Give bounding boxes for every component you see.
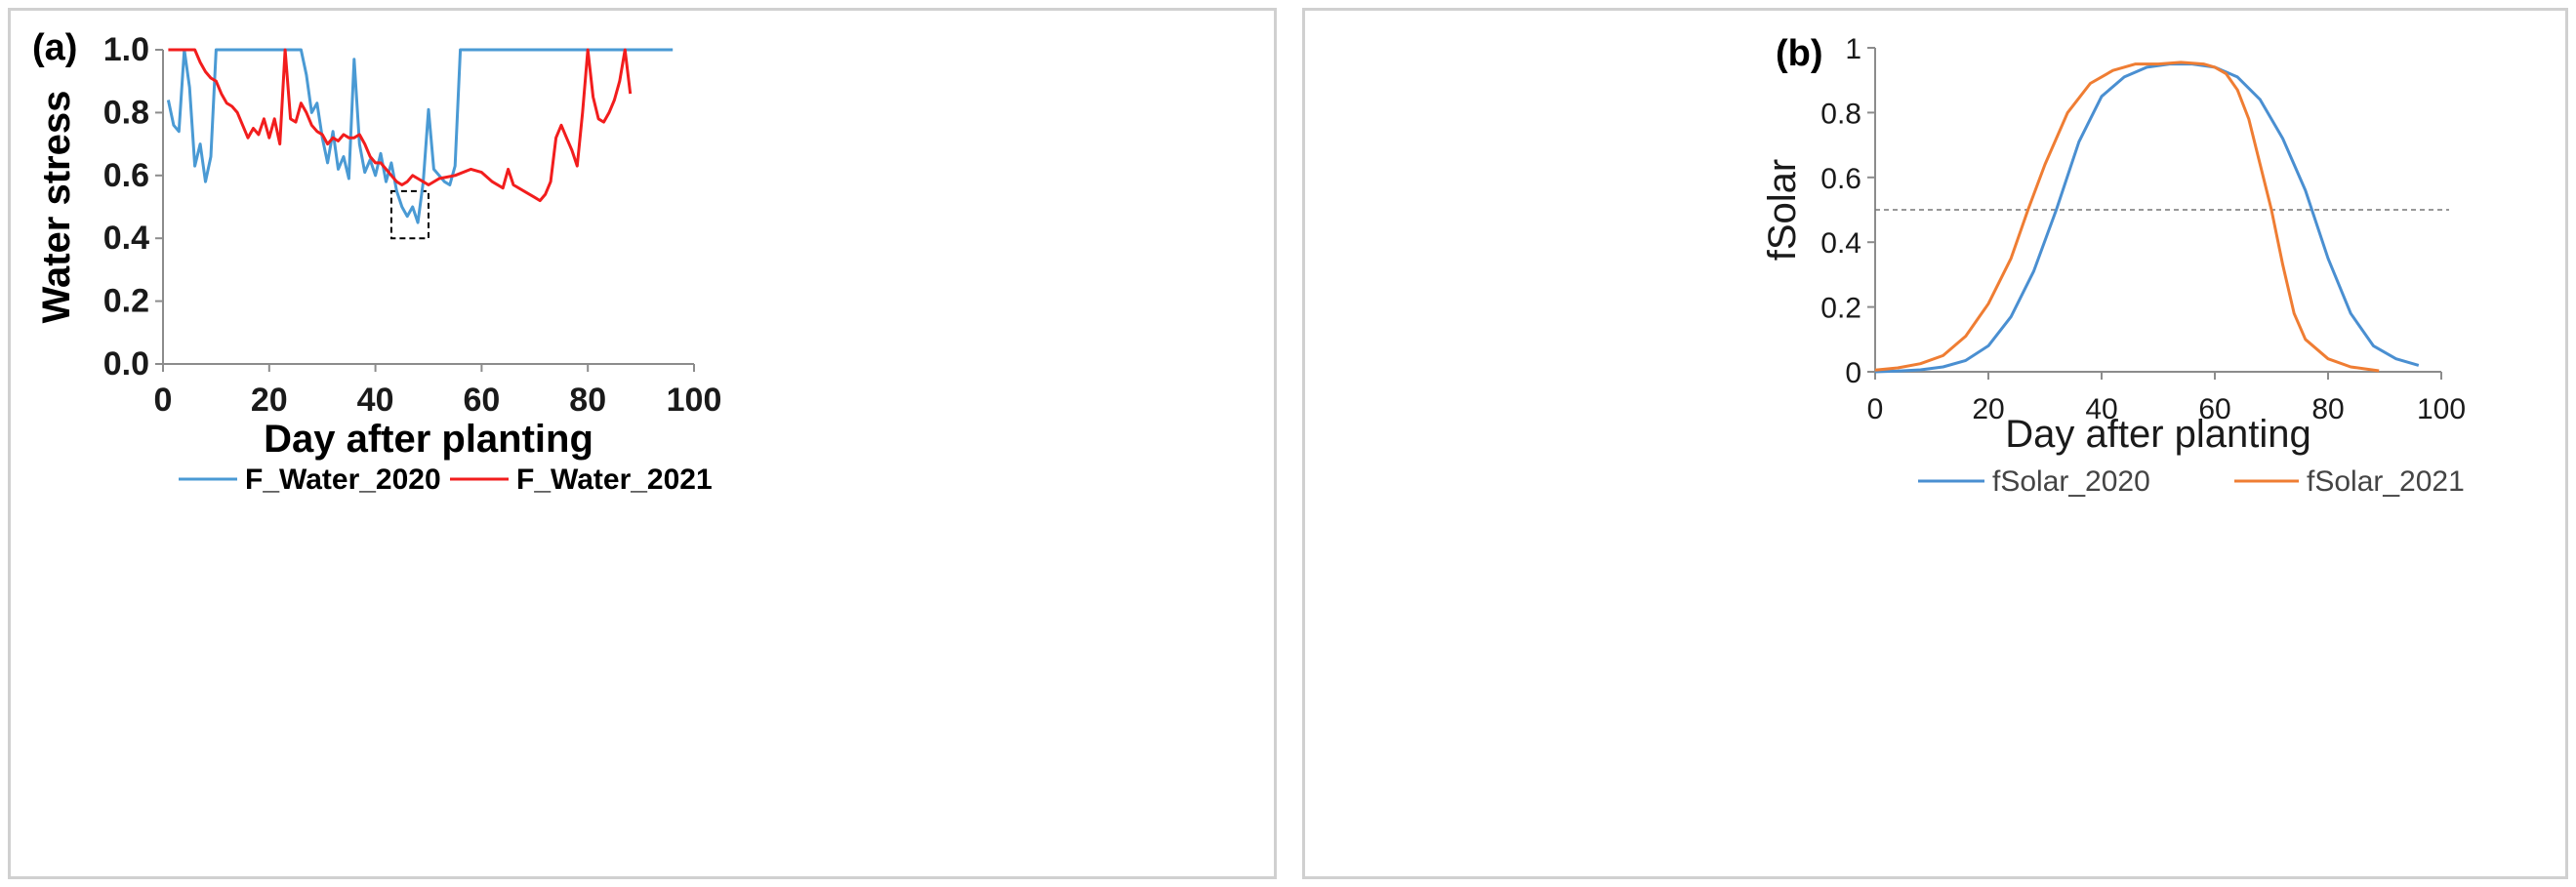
chart-a-x-tick-label: 60	[463, 382, 500, 419]
chart-a-y-tick-label: 0.8	[103, 94, 149, 131]
chart-b-y-tick-label: 0.8	[1820, 98, 1861, 130]
chart-b-x-tick-label: 100	[2417, 393, 2466, 425]
chart-a-y-tick-label: 0.0	[103, 345, 149, 383]
chart-panel-a: (a) 0.0 0.2 0.4 0.6 0.8 1.0 0 20 40 60 80 100 Day aft…	[8, 8, 1277, 879]
chart-a-x-tick-label: 80	[569, 382, 606, 419]
chart-b-x-tick-label: 40	[2085, 393, 2117, 425]
chart-a-x-tick-label: 20	[251, 382, 288, 419]
chart-b-series-line-fsolar-2021	[1874, 60, 2380, 373]
chart-a-y-tick-label: 0.4	[103, 220, 149, 257]
chart-a-x-axis-title: Day after planting	[264, 418, 593, 461]
chart-b-panel-label: (b)	[1776, 33, 1823, 74]
chart-b-x-tick-label: 0	[1867, 393, 1884, 425]
chart-b-y-tick-label: 0.2	[1820, 293, 1861, 325]
chart-b-svg: (b) 0 0.2 0.4 0.6 0.8 1 0 20 40 60 80 100 Day after p…	[1761, 33, 2466, 498]
chart-b-x-tick-label: 80	[2311, 393, 2344, 425]
chart-a-series-line-f-water-2021	[168, 48, 633, 203]
chart-a-x-tick-label: 40	[357, 382, 394, 419]
chart-b-x-axis-title: Day after planting	[2005, 413, 2311, 456]
chart-a-panel-label: (a)	[32, 27, 77, 68]
chart-a-legend-label: F_Water_2021	[516, 464, 713, 496]
chart-a-legend-label: F_Water_2020	[245, 464, 441, 496]
chart-a-y-tick-label: 0.2	[103, 283, 149, 320]
chart-b-y-tick-label: 0	[1845, 357, 1861, 389]
chart-b-series-line-fsolar-2020	[1874, 62, 2420, 374]
chart-b-y-axis-title: fSolar	[1761, 159, 1804, 262]
chart-b-y-tick-label: 0.6	[1820, 163, 1861, 195]
chart-a-y-tick-label: 0.6	[103, 157, 149, 194]
chart-b-legend-label: fSolar_2020	[1992, 465, 2150, 498]
chart-b-y-tick-label: 1	[1845, 33, 1861, 65]
chart-panel-b: (b) 0 0.2 0.4 0.6 0.8 1 0 20 40 60 80 100 Day after p…	[1302, 8, 2568, 879]
chart-a-y-axis-title: Water stress	[35, 91, 78, 324]
chart-b-x-tick-label: 60	[2198, 393, 2230, 425]
chart-b-x-tick-label: 20	[1972, 393, 2004, 425]
chart-a-series-line-f-water-2020	[166, 48, 674, 224]
chart-a-x-tick-label: 0	[154, 382, 173, 419]
chart-b-y-tick-label: 0.4	[1820, 227, 1861, 260]
chart-a-x-tick-label: 100	[667, 382, 722, 419]
chart-a-svg: (a) 0.0 0.2 0.4 0.6 0.8 1.0 0 20 40 60 80 100 Day aft…	[32, 27, 722, 496]
chart-b-legend-label: fSolar_2021	[2307, 465, 2465, 498]
chart-a-highlight-box	[389, 189, 430, 240]
chart-a-y-tick-label: 1.0	[103, 31, 149, 68]
